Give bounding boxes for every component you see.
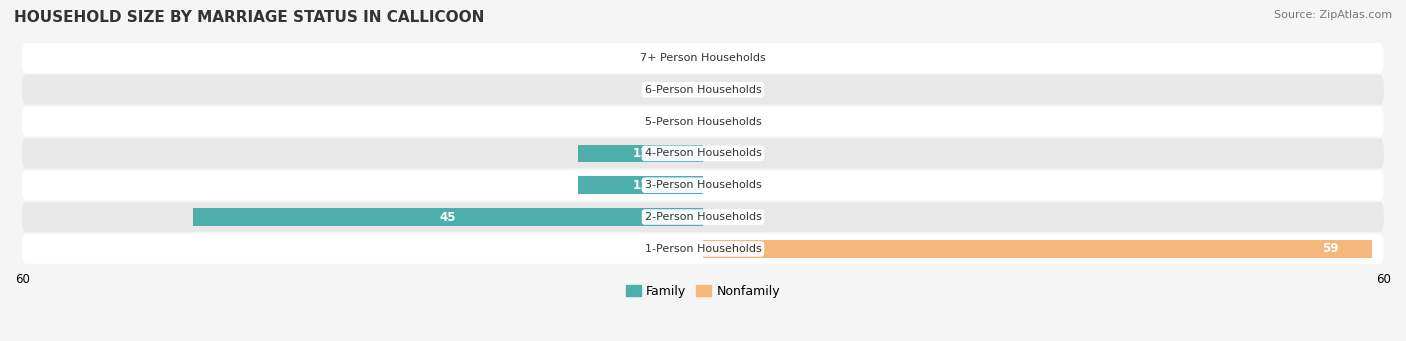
Bar	[703, 240, 1372, 257]
FancyBboxPatch shape	[22, 75, 1384, 105]
Text: 0: 0	[686, 51, 695, 64]
FancyBboxPatch shape	[22, 234, 1384, 264]
Text: 4-Person Households: 4-Person Households	[644, 148, 762, 159]
Text: 0: 0	[686, 83, 695, 96]
Text: 0: 0	[711, 210, 720, 224]
FancyBboxPatch shape	[22, 107, 1384, 136]
Text: 0: 0	[711, 51, 720, 64]
Text: 45: 45	[440, 210, 456, 224]
Bar	[578, 177, 703, 194]
Text: 0: 0	[711, 83, 720, 96]
Text: 0: 0	[711, 147, 720, 160]
Text: 5-Person Households: 5-Person Households	[644, 117, 762, 127]
Text: 7+ Person Households: 7+ Person Households	[640, 53, 766, 63]
Text: 59: 59	[1322, 242, 1339, 255]
Text: HOUSEHOLD SIZE BY MARRIAGE STATUS IN CALLICOON: HOUSEHOLD SIZE BY MARRIAGE STATUS IN CAL…	[14, 10, 485, 25]
FancyBboxPatch shape	[22, 170, 1384, 200]
Text: 6-Person Households: 6-Person Households	[644, 85, 762, 95]
FancyBboxPatch shape	[22, 202, 1384, 232]
Text: 0: 0	[711, 179, 720, 192]
Text: 3-Person Households: 3-Person Households	[644, 180, 762, 190]
Text: 0: 0	[686, 242, 695, 255]
Legend: Family, Nonfamily: Family, Nonfamily	[621, 280, 785, 303]
Text: 1-Person Households: 1-Person Households	[644, 244, 762, 254]
Bar	[578, 145, 703, 162]
FancyBboxPatch shape	[22, 138, 1384, 168]
Bar	[193, 208, 703, 226]
FancyBboxPatch shape	[22, 43, 1384, 73]
Text: 2-Person Households: 2-Person Households	[644, 212, 762, 222]
Text: 0: 0	[686, 115, 695, 128]
Text: 0: 0	[711, 115, 720, 128]
Text: Source: ZipAtlas.com: Source: ZipAtlas.com	[1274, 10, 1392, 20]
Text: 11: 11	[633, 147, 648, 160]
Text: 11: 11	[633, 179, 648, 192]
